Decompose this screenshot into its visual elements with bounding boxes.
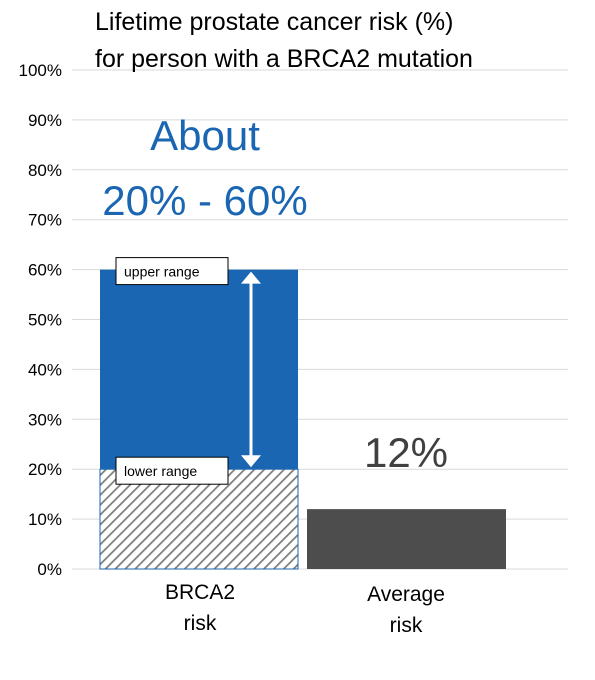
y-tick-label: 60% [28,261,62,280]
y-tick-label: 20% [28,460,62,479]
y-tick-label: 40% [28,360,62,379]
category-label: risk [390,614,423,637]
average-value-label: 12% [364,429,448,476]
x-axis-categories: BRCA2 risk Average risk [165,581,445,637]
range-text-line-2: 20% - 60% [102,177,307,224]
y-tick-label: 80% [28,161,62,180]
chart-title-line: for person with a BRCA2 mutation [95,45,473,73]
chart-title: Lifetime prostate cancer risk (%) for per… [95,8,473,73]
range-text-line-1: About [150,112,260,159]
category-label: Average [367,583,445,606]
lower-range-label-box [115,456,229,485]
upper-range-label: upper range [124,264,200,280]
y-tick-label: 70% [28,211,62,230]
average-risk-bar [307,509,506,569]
category-label: BRCA2 [165,581,235,604]
annotations: upper range lower range About 20% - 60% 12% [102,112,448,485]
lower-range-label: lower range [124,463,197,479]
chart-title-line: Lifetime prostate cancer risk (%) [95,8,453,36]
brca2-upper-range-bar [100,269,298,470]
bars [99,269,506,570]
category-label: risk [184,612,217,635]
y-tick-label: 10% [28,510,62,529]
range-arrow-head-down [241,455,261,468]
y-tick-label: 50% [28,311,62,330]
y-tick-label: 0% [37,560,62,579]
range-arrow-head-up [241,271,261,284]
y-tick-label: 100% [19,61,62,80]
y-axis-ticks: 0% 10% 20% 30% 40% 50% 60% 70% 80% 90% 100% [19,61,62,579]
y-tick-label: 90% [28,111,62,130]
upper-range-label-box [115,257,229,286]
brca2-lower-range-bar [99,468,299,570]
y-tick-label: 30% [28,410,62,429]
